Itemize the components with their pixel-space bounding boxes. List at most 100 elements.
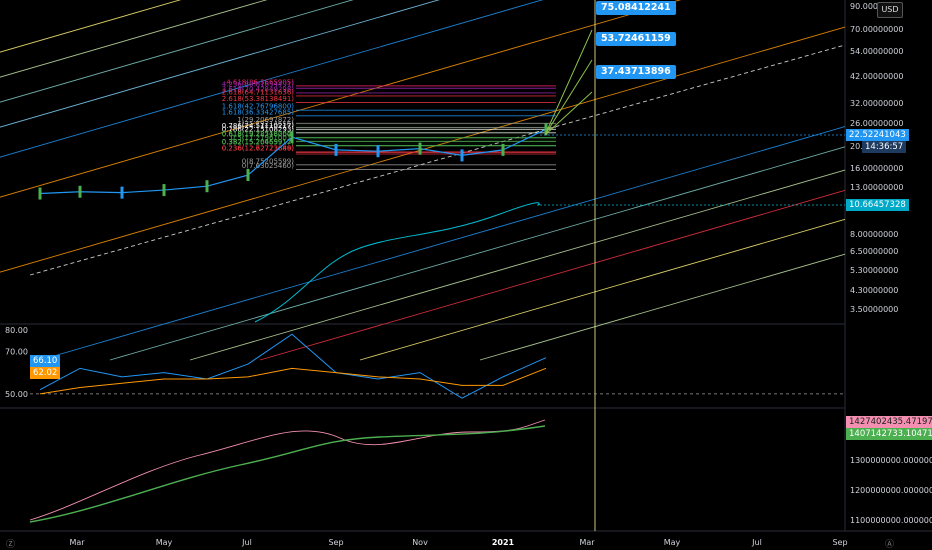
time-axis-label: May [664, 538, 681, 547]
price-axis-label: 8.00000000 [850, 230, 898, 239]
fib-level-label: 0.618(19.22548264) [222, 130, 295, 138]
price-candle [205, 180, 209, 193]
price-candle [290, 131, 294, 144]
price-candle [120, 186, 124, 199]
price-axis-label: 54.00000000 [850, 47, 903, 56]
channel-line [189, 169, 846, 361]
fib-level-label: 0.5(17.27961001) [231, 134, 295, 142]
channel-line [0, 0, 268, 78]
indicator-line-green [29, 425, 546, 523]
fib-level-label: 1.618(42.76796800) [222, 103, 295, 111]
time-axis-label: Jul [751, 538, 762, 547]
volume-value-1-tag: 1427402435.47197824 [846, 416, 932, 428]
currency-badge[interactable]: USD [877, 2, 903, 18]
fib-level-label: 0.786(24.51110217) [222, 122, 295, 130]
price-candle [246, 169, 250, 182]
price-candle [460, 149, 464, 162]
channel-line [39, 126, 846, 361]
price-axis-label: 3.50000000 [850, 305, 898, 314]
rsi-axis-label: 70.00 [5, 347, 28, 356]
rsi-line [39, 333, 547, 399]
price-candle [334, 143, 338, 156]
rsi-ma-line [39, 367, 547, 395]
fib-zone [296, 123, 556, 146]
price-axis-label: 32.00000000 [850, 99, 903, 108]
channel-line [259, 189, 846, 361]
fib-level-label: 0.236(12.72773646) [222, 144, 295, 152]
channel-median-line [29, 44, 846, 276]
moving-average-line [254, 202, 541, 323]
price-candle [78, 185, 82, 198]
channel-line [479, 253, 846, 361]
price-axis-label: 4.30000000 [850, 286, 898, 295]
fib-level-label: 0.382(15.26659912) [222, 138, 295, 146]
fib-level-label: 4.618(86.5665905) [226, 78, 294, 86]
price-axis-label: 16.00000000 [850, 164, 903, 173]
price-candle [162, 184, 166, 197]
rsi-ma-value-tag: 62.02 [30, 367, 61, 379]
time-axis-label: Jul [241, 538, 252, 547]
rsi-value-tag: 66.10 [30, 355, 61, 367]
price-axis-label: 90.00000000 [850, 2, 903, 11]
price-axis-label: 70.00000000 [850, 25, 903, 34]
auto-scale-icon[interactable]: Ⓐ [885, 540, 895, 550]
projection-arrow [544, 29, 593, 136]
time-axis-label: Sep [832, 538, 847, 547]
channel-line [0, 0, 440, 128]
channel-line [0, 26, 846, 273]
price-axis-label: 5.30000000 [850, 266, 898, 275]
time-axis-label: Nov [412, 538, 428, 547]
channel-line [0, 0, 354, 103]
price-candle [418, 142, 422, 155]
price-axis-label: 42.00000000 [850, 72, 903, 81]
time-axis-label: Mar [579, 538, 595, 547]
price-candle [38, 187, 42, 200]
fib-level-label: 1.618(36.33427685) [222, 108, 295, 116]
fib-level-label: 4.236(80.81654491) [222, 81, 295, 89]
volume-axis-label: 1300000000.00000000 [850, 456, 932, 465]
fib-level-label: 3.618(70.42849298) [222, 85, 295, 93]
rsi-axis-label: 80.00 [5, 326, 28, 335]
fib-level-label: 1(25.79214656) [237, 120, 294, 128]
channel-line [359, 218, 846, 361]
channel-line [0, 0, 544, 158]
channel-line [0, 0, 182, 53]
channel-line [109, 146, 846, 361]
projection-arrow [544, 91, 593, 136]
projection-arrow [544, 59, 593, 136]
timezone-icon[interactable]: Ⓩ [6, 540, 16, 550]
fib-level-label: 0(8.75205599) [242, 157, 294, 165]
support-band [296, 151, 556, 155]
price-axis-label: 26.00000000 [850, 119, 903, 128]
fib-level-label: 1(29.20697872) [237, 116, 294, 124]
rsi-axis-label: 50.00 [5, 390, 28, 399]
last-price-tag: 22.52241043 [846, 129, 909, 141]
ma-price-tag: 10.66457328 [846, 199, 909, 211]
fib-level-label: 2.618(64.71131636) [222, 88, 295, 96]
price-axis-label: 6.50000000 [850, 247, 898, 256]
fib-level-label: 2.618(53.38138491) [222, 95, 295, 103]
fib-level-label: 0.382(15.20465917) [222, 138, 295, 146]
channel-line [0, 0, 682, 198]
time-axis-label: Sep [328, 538, 343, 547]
target-price-3: 37.43713896 [596, 65, 676, 79]
time-axis-label: 2021 [492, 538, 515, 547]
fib-level-label: 0.618(19.18716000) [222, 130, 295, 138]
fib-level-label: 0(7.63025460) [242, 162, 294, 170]
price-axis-label: 13.00000000 [850, 183, 903, 192]
price-candle [501, 143, 505, 156]
price-candle [544, 123, 548, 136]
time-axis-label: May [156, 538, 173, 547]
target-price-1: 75.08412241 [596, 1, 676, 15]
volume-axis-label: 1200000000.00000000 [850, 486, 932, 495]
fib-level-label: 0.236(12.62723689) [222, 145, 295, 153]
fib-level-label: 0.786(22.15108293) [222, 125, 295, 133]
indicator-line-pink [29, 419, 546, 521]
price-candle [376, 145, 380, 158]
target-price-2: 53.72461159 [596, 32, 676, 46]
volume-axis-label: 1100000000.00000000 [850, 516, 932, 525]
countdown-tag: 14:36:57 [862, 141, 907, 153]
volume-value-2-tag: 1407142733.10471488 [846, 428, 932, 440]
time-axis-label: Mar [69, 538, 85, 547]
